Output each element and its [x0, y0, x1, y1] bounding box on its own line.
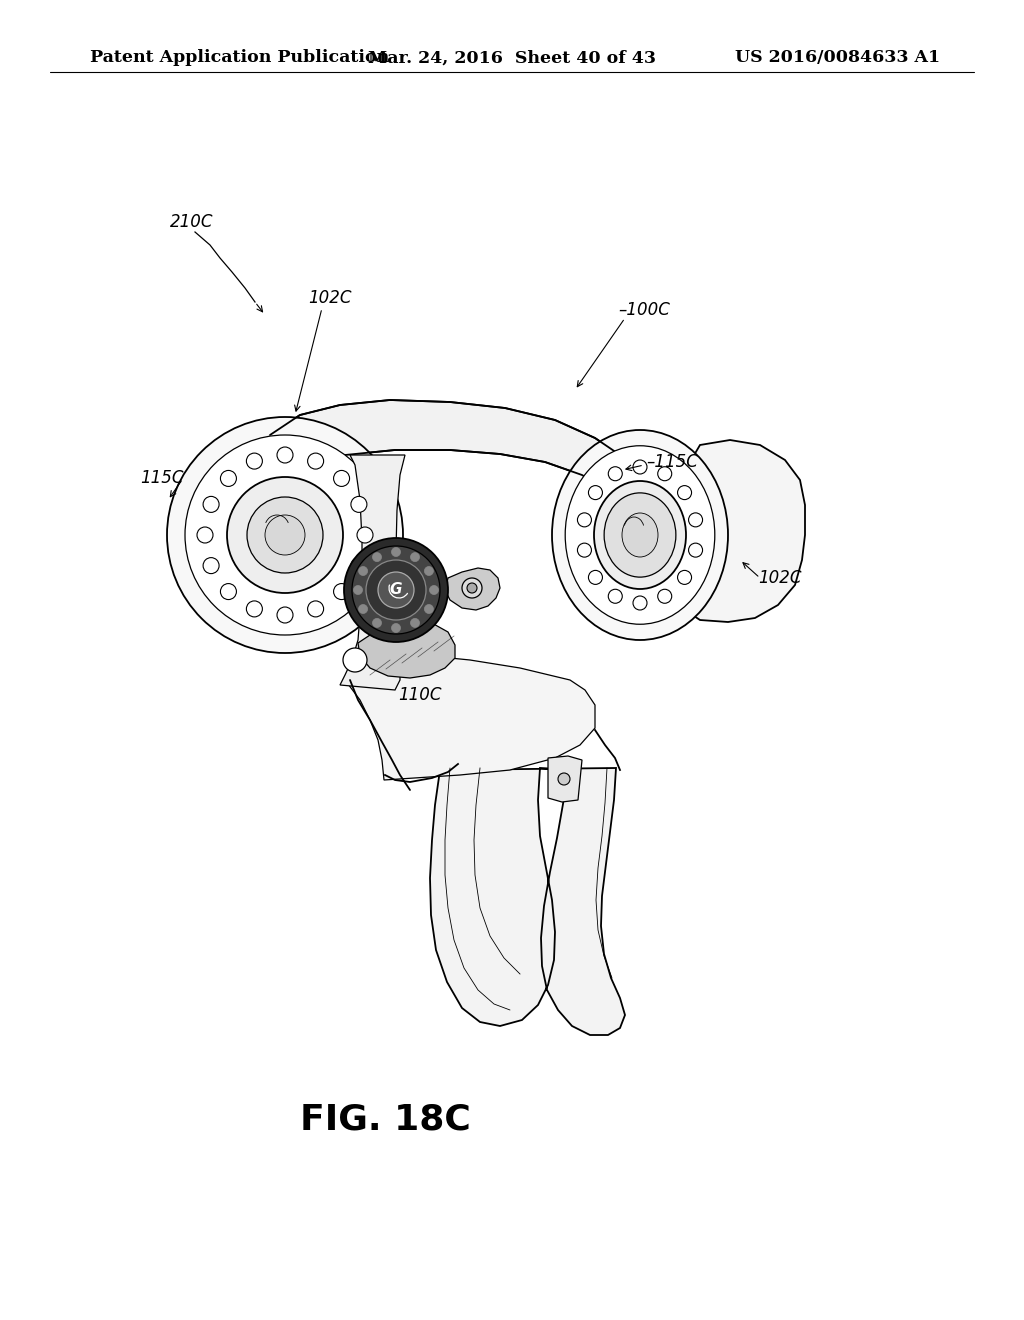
Circle shape: [265, 515, 305, 554]
Text: 210C: 210C: [170, 213, 213, 231]
Circle shape: [185, 436, 385, 635]
Circle shape: [343, 648, 367, 672]
Circle shape: [351, 557, 367, 574]
Circle shape: [203, 496, 219, 512]
Circle shape: [429, 586, 438, 594]
Ellipse shape: [604, 492, 676, 577]
Circle shape: [633, 597, 647, 610]
Circle shape: [352, 546, 440, 634]
Text: 110C: 110C: [398, 686, 441, 704]
Circle shape: [227, 477, 343, 593]
Circle shape: [378, 572, 414, 609]
Circle shape: [578, 513, 592, 527]
Circle shape: [391, 623, 400, 632]
Circle shape: [688, 513, 702, 527]
Circle shape: [278, 447, 293, 463]
Text: 102C: 102C: [758, 569, 802, 587]
Ellipse shape: [622, 513, 658, 557]
Circle shape: [220, 470, 237, 487]
Circle shape: [411, 618, 420, 627]
Text: FIG. 18C: FIG. 18C: [300, 1104, 471, 1137]
Circle shape: [467, 583, 477, 593]
Polygon shape: [345, 655, 595, 780]
Circle shape: [678, 570, 691, 585]
Circle shape: [307, 601, 324, 616]
Circle shape: [358, 605, 368, 614]
Circle shape: [247, 498, 323, 573]
Circle shape: [307, 453, 324, 469]
Circle shape: [373, 618, 382, 627]
Polygon shape: [445, 568, 500, 610]
Circle shape: [424, 566, 433, 576]
Circle shape: [589, 486, 602, 499]
Text: G: G: [390, 582, 402, 598]
Circle shape: [424, 605, 433, 614]
Text: Mar. 24, 2016  Sheet 40 of 43: Mar. 24, 2016 Sheet 40 of 43: [368, 49, 656, 66]
Circle shape: [657, 467, 672, 480]
Ellipse shape: [552, 430, 728, 640]
Text: –100C: –100C: [618, 301, 670, 319]
Circle shape: [358, 566, 368, 576]
Circle shape: [678, 486, 691, 499]
Polygon shape: [270, 400, 630, 517]
Circle shape: [589, 570, 602, 585]
Text: US 2016/0084633 A1: US 2016/0084633 A1: [735, 49, 940, 66]
Circle shape: [633, 459, 647, 474]
Circle shape: [357, 527, 373, 543]
Polygon shape: [430, 768, 625, 1035]
Circle shape: [391, 548, 400, 557]
Circle shape: [688, 543, 702, 557]
Circle shape: [411, 553, 420, 561]
Polygon shape: [548, 756, 582, 803]
Circle shape: [366, 560, 426, 620]
Circle shape: [334, 470, 349, 487]
Text: –115C: –115C: [646, 453, 698, 471]
Circle shape: [608, 589, 623, 603]
Circle shape: [334, 583, 349, 599]
Text: Patent Application Publication: Patent Application Publication: [90, 49, 389, 66]
Polygon shape: [670, 440, 805, 622]
Circle shape: [344, 539, 449, 642]
Circle shape: [558, 774, 570, 785]
Polygon shape: [340, 455, 406, 690]
Circle shape: [578, 543, 592, 557]
Circle shape: [203, 557, 219, 574]
Text: 102C: 102C: [308, 289, 351, 308]
Polygon shape: [358, 618, 455, 678]
Ellipse shape: [594, 480, 686, 589]
Circle shape: [373, 553, 382, 561]
Circle shape: [220, 583, 237, 599]
Text: 115C: 115C: [140, 469, 183, 487]
Circle shape: [278, 607, 293, 623]
Circle shape: [353, 586, 362, 594]
Circle shape: [247, 601, 262, 616]
Circle shape: [351, 496, 367, 512]
Circle shape: [167, 417, 403, 653]
Circle shape: [657, 589, 672, 603]
Circle shape: [247, 453, 262, 469]
Circle shape: [608, 467, 623, 480]
Ellipse shape: [565, 446, 715, 624]
Circle shape: [462, 578, 482, 598]
Circle shape: [197, 527, 213, 543]
